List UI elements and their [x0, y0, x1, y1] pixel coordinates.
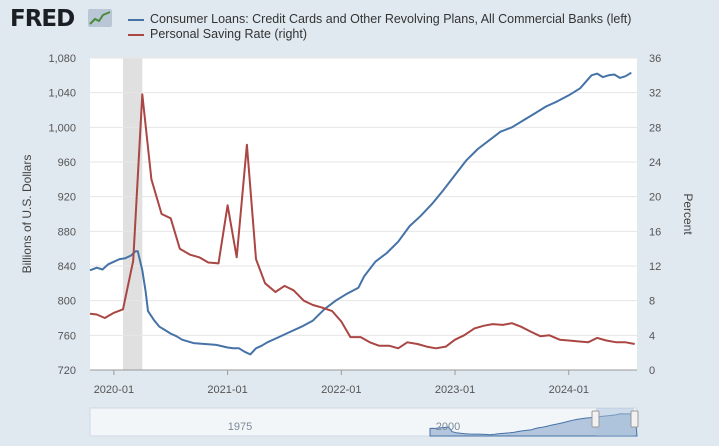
y-left-tick-label: 1,080: [48, 53, 76, 65]
y-left-tick-label: 1,040: [48, 88, 76, 100]
y-left-tick-label: 960: [58, 157, 76, 169]
y-left-tick-label: 920: [58, 192, 76, 204]
navigator-label-2000: 2000: [436, 421, 460, 433]
x-tick-label: 2020-01: [94, 384, 134, 396]
navigator-handle-left[interactable]: [591, 410, 600, 428]
legend-item-saving-rate[interactable]: Personal Saving Rate (right): [128, 27, 631, 42]
navigator-selection[interactable]: [596, 408, 634, 436]
y-right-tick-label: 0: [649, 365, 655, 377]
series-line-saving-rate: [89, 93, 635, 350]
x-tick-label: 2023-01: [435, 384, 475, 396]
y-right-tick-label: 28: [649, 122, 661, 134]
y-right-tick-label: 20: [649, 192, 661, 204]
legend-swatch-blue: [128, 18, 144, 21]
y-right-tick-label: 16: [649, 226, 661, 238]
series-line-consumer-loans: [89, 71, 632, 356]
navigator[interactable]: 1975 2000: [89, 407, 639, 437]
y-left-tick-label: 1,000: [48, 122, 76, 134]
navigator-handle-right[interactable]: [630, 410, 639, 428]
navigator-label-1975: 1975: [228, 421, 252, 433]
y-left-tick-label: 880: [58, 226, 76, 238]
y-left-axis-title: Billions of U.S. Dollars: [20, 155, 34, 274]
y-right-tick-label: 36: [649, 53, 661, 65]
y-right-tick-label: 8: [649, 296, 655, 308]
fred-chart-icon: [88, 9, 112, 27]
legend-swatch-red: [128, 33, 144, 36]
y-right-tick-label: 24: [649, 157, 661, 169]
legend-label: Personal Saving Rate (right): [150, 27, 308, 41]
y-right-tick-label: 4: [649, 330, 655, 342]
legend-label: Consumer Loans: Credit Cards and Other R…: [150, 12, 632, 26]
x-tick-label: 2021-01: [207, 384, 247, 396]
y-right-tick-label: 12: [649, 261, 661, 273]
y-left-tick-label: 760: [58, 330, 76, 342]
fred-logo: FRED: [10, 6, 75, 32]
x-tick-label: 2024-01: [549, 384, 589, 396]
y-left-tick-label: 840: [58, 261, 76, 273]
y-right-axis-title: Percent: [681, 193, 695, 235]
recession-band: [122, 58, 143, 370]
legend: Consumer Loans: Credit Cards and Other R…: [128, 12, 631, 42]
plot-area: [90, 58, 637, 370]
x-tick-label: 2022-01: [321, 384, 361, 396]
y-left-tick-label: 720: [58, 365, 76, 377]
y-left-tick-label: 800: [58, 296, 76, 308]
y-right-tick-label: 32: [649, 88, 661, 100]
legend-item-consumer-loans[interactable]: Consumer Loans: Credit Cards and Other R…: [128, 12, 631, 27]
